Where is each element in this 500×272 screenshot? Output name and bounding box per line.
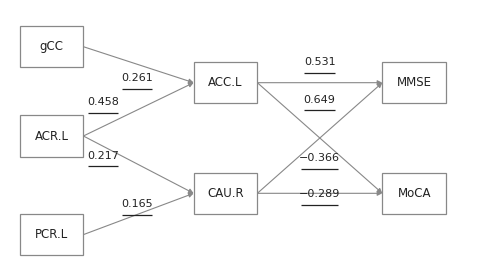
- Bar: [382, 173, 446, 214]
- Text: 0.165: 0.165: [122, 199, 153, 209]
- Bar: [20, 115, 84, 157]
- Text: ACR.L: ACR.L: [34, 129, 68, 143]
- Text: MoCA: MoCA: [398, 187, 431, 200]
- Text: CAU.R: CAU.R: [207, 187, 244, 200]
- Bar: [20, 214, 84, 255]
- Text: ACC.L: ACC.L: [208, 76, 243, 89]
- Text: 0.649: 0.649: [304, 95, 336, 104]
- Text: 0.458: 0.458: [87, 97, 119, 107]
- Text: MMSE: MMSE: [396, 76, 432, 89]
- Bar: [194, 173, 258, 214]
- Text: gCC: gCC: [40, 40, 64, 53]
- Bar: [194, 62, 258, 103]
- Text: 0.261: 0.261: [122, 73, 153, 83]
- Text: 0.531: 0.531: [304, 57, 336, 67]
- Text: −0.366: −0.366: [299, 153, 340, 163]
- Bar: [20, 26, 84, 67]
- Text: 0.217: 0.217: [87, 150, 119, 160]
- Text: −0.289: −0.289: [299, 189, 341, 199]
- Text: PCR.L: PCR.L: [35, 228, 68, 241]
- Bar: [382, 62, 446, 103]
